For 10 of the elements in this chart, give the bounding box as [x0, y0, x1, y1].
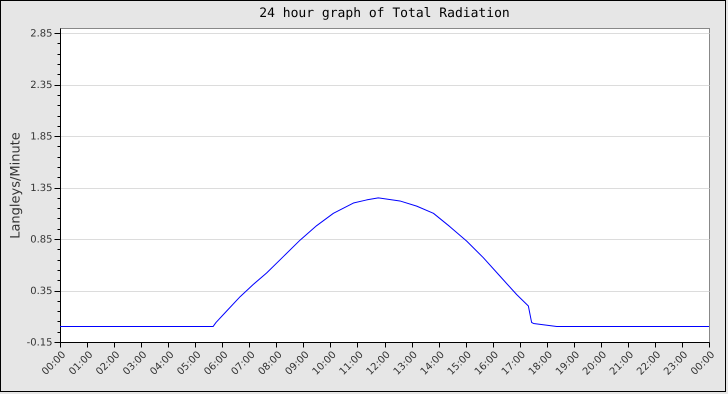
y-tick-label: 1.85	[30, 132, 52, 143]
y-tick-label: 0.35	[30, 286, 52, 298]
line-series	[60, 197, 709, 328]
y-tick-label: -0.15	[26, 338, 52, 348]
chart-title: 24 hour graph of Total Radiation	[259, 6, 510, 21]
y-tick-label: 2.85	[30, 28, 52, 40]
y-tick-label: 0.85	[30, 234, 52, 246]
y-tick-label: 2.35	[30, 80, 52, 92]
y-tick-label: 1.35	[30, 183, 52, 194]
y-axis-title: Langleys/Minute	[8, 132, 24, 239]
